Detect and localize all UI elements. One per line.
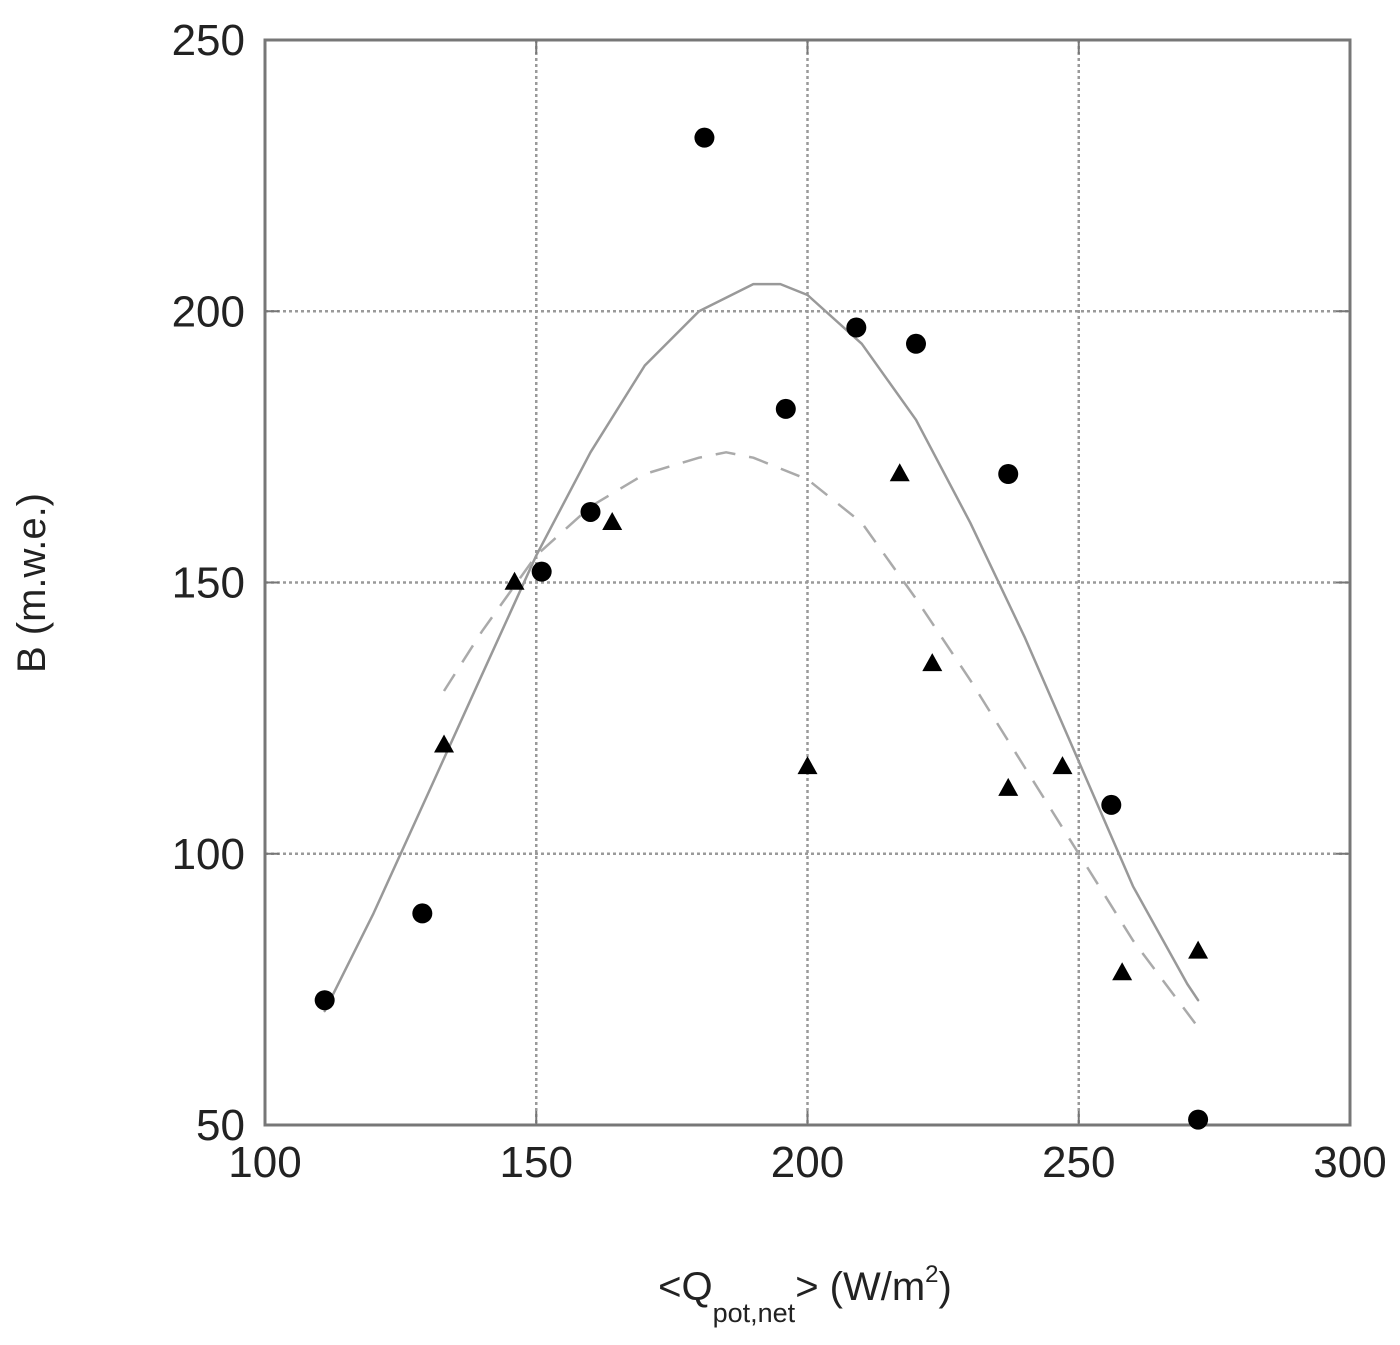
x-axis-label: <Qpot,net> (W/m2) [658, 1261, 952, 1328]
x-axis-label-middle: > (W/m [795, 1265, 925, 1309]
x-tick-label: 200 [771, 1138, 844, 1187]
x-tick-label: 150 [500, 1138, 573, 1187]
circle-data-point [1188, 1109, 1209, 1130]
y-tick-label: 150 [172, 559, 245, 608]
circle-data-point [906, 333, 926, 354]
y-tick-label: 100 [172, 830, 245, 879]
circle-data-point [314, 990, 335, 1011]
fit-curves [323, 282, 1200, 1029]
x-axis-label-prefix: <Q [658, 1265, 712, 1309]
circle-data-point [580, 501, 601, 522]
triangle-data-point [1052, 756, 1073, 775]
x-tick-label: 300 [1313, 1138, 1386, 1187]
x-tick-label: 250 [1042, 1138, 1115, 1187]
triangle-data-point [889, 463, 910, 482]
y-tick-label: 50 [196, 1101, 245, 1150]
circle-data-point [531, 561, 552, 582]
tick-marks [264, 39, 1351, 1126]
triangle-data-point [1188, 940, 1209, 959]
y-tick-label: 200 [172, 287, 245, 336]
x-axis-label-suffix: ) [939, 1265, 952, 1309]
triangle-data-point [504, 571, 525, 590]
circle-data-point [846, 317, 867, 338]
solid-fit-curve [323, 282, 1200, 1013]
circle-data-point [412, 903, 433, 924]
triangle-data-point [434, 734, 455, 753]
y-tick-label: 250 [172, 16, 245, 65]
dashed-fit-curve [442, 451, 1200, 1029]
triangle-data-point [1112, 962, 1133, 981]
triangle-data-point [797, 756, 818, 775]
triangle-data-point [922, 653, 943, 672]
x-axis-label-superscript: 2 [925, 1261, 938, 1288]
circle-data-point [775, 398, 796, 419]
x-axis-label-subscript: pot,net [713, 1298, 796, 1328]
triangle-data-point [998, 777, 1019, 796]
y-axis-label: B (m.w.e.) [10, 493, 54, 673]
triangle-data-point [602, 512, 623, 531]
circle-data-point [694, 127, 715, 148]
x-tick-label: 100 [228, 1138, 301, 1187]
grid-lines [265, 40, 1350, 1125]
circle-data-point [998, 464, 1019, 484]
circle-data-point [1101, 794, 1122, 815]
data-markers [314, 127, 1209, 1130]
